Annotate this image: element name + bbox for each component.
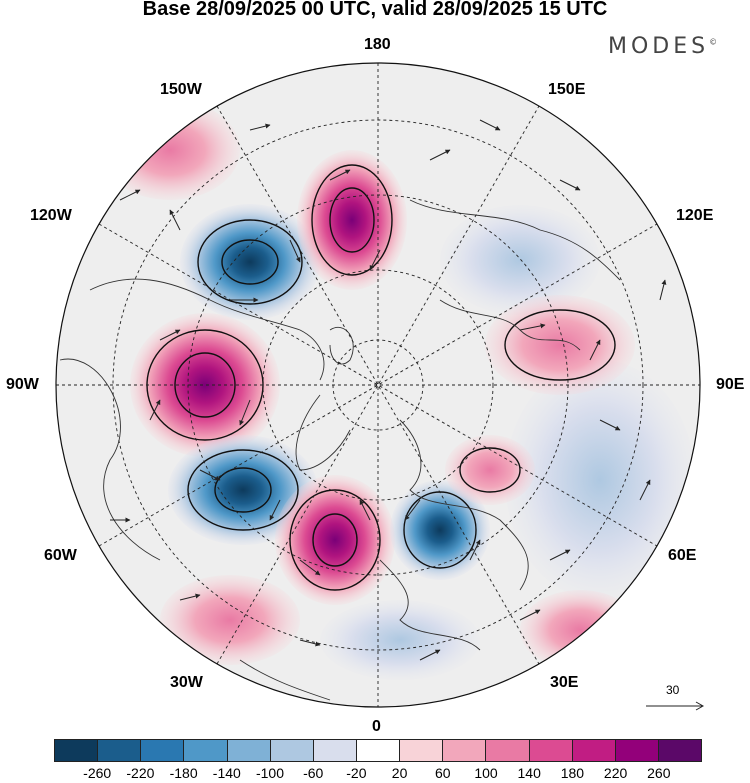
contour-lines [146,164,616,591]
colorbar-segment [140,740,184,761]
colorbar-tick-label: -180 [169,765,198,781]
colorbar-tick-label: -220 [126,765,155,781]
low-scandinavia [390,480,490,580]
high-ural [445,435,535,505]
colorbar-tick-label: 20 [391,765,408,781]
colorbar-segment [183,740,227,761]
colorbar-tick-label: -140 [212,765,241,781]
label-180: 180 [364,36,391,53]
label-150e: 150E [548,81,586,98]
colorbar-segment [614,740,658,761]
reference-arrow-icon [646,701,705,711]
colorbar-tick-label: -100 [255,765,285,781]
colorbar-segment [571,740,615,761]
label-150w: 150W [160,81,202,98]
colorbar-tick-label: -260 [83,765,112,781]
colorbar-labels: -260 -220 -180 -140 -100 -60 -20 20 60 100 140 180 2… [54,765,702,783]
colorbar-tick-label: -60 [303,765,324,781]
colorbar-tick-label: 60 [435,765,451,781]
label-90w: 90W [6,376,39,393]
weak-low-east [505,360,695,600]
label-30w: 30W [170,674,203,691]
reference-vector: 30 [644,683,706,713]
colorbar-tick-label: -20 [346,765,367,781]
label-60e: 60E [668,547,697,564]
weak-high-northwest [100,100,240,200]
label-120w: 120W [30,207,72,224]
weak-low-northeast [440,205,600,315]
colorbar-segment [528,740,572,761]
colorbar-tick-label: 220 [603,765,628,781]
high-greenland [275,475,395,605]
colorbar-segment [312,740,356,761]
map-title: Base 28/09/2025 00 UTC, valid 28/09/2025… [142,0,608,20]
polar-map [55,62,701,708]
colorbar-segment [269,740,313,761]
weak-high-southeast [520,590,640,670]
label-0: 0 [372,718,381,735]
colorbar-segment [442,740,486,761]
colorbar-tick-label: 140 [517,765,541,781]
map-boundary [55,62,701,708]
colorbar-segment [226,740,270,761]
high-bering [297,150,407,290]
colorbar-segment [657,740,702,761]
label-90e: 90E [716,376,745,393]
label-120e: 120E [676,207,714,224]
coastlines [59,199,621,701]
colorbar-tick-label: 180 [560,765,585,781]
wind-vectors [110,119,667,661]
label-30e: 30E [550,674,579,691]
colorbar-segment [55,740,98,761]
weak-high-southwest [160,575,300,665]
colorbar-segment [97,740,141,761]
weak-low-south [320,600,480,680]
copyright-mark: © [709,37,718,47]
reference-vector-value: 30 [666,683,680,697]
colorbar-segment [399,740,443,761]
colorbar-segment [485,740,529,761]
map-field [56,63,700,707]
colorbar [54,739,702,762]
brand-text: MODES [608,34,710,59]
label-60w: 60W [44,547,77,564]
colorbar-segment [355,740,400,761]
colorbar-tick-label: 260 [647,765,671,781]
colorbar-tick-label: 100 [474,765,498,781]
graticule [56,63,700,707]
modes-logo: MODES© [608,34,717,59]
